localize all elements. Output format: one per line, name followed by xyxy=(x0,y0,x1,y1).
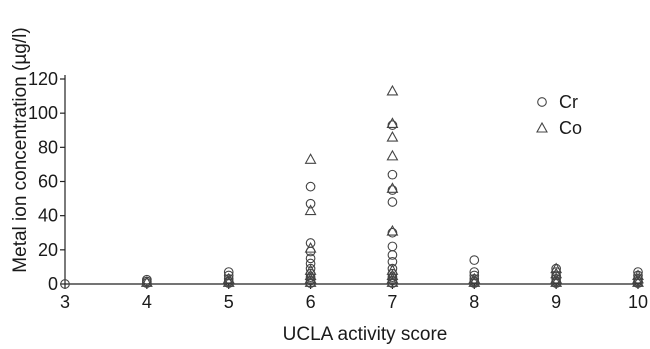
data-point-cr xyxy=(387,241,398,252)
data-point-cr xyxy=(305,198,316,209)
legend-label: Co xyxy=(559,118,582,138)
data-point-cr xyxy=(60,279,70,289)
data-point-co xyxy=(222,276,235,287)
y-tick-label: 120 xyxy=(28,69,58,89)
legend-label: Cr xyxy=(559,92,578,112)
data-point-cr xyxy=(469,255,480,265)
x-tick-label: 4 xyxy=(142,292,152,312)
data-point-co xyxy=(304,269,317,281)
data-point-co xyxy=(304,264,317,275)
y-axis-title: Metal ion concentration (µg/l) xyxy=(10,27,31,272)
data-point-co xyxy=(304,204,317,216)
legend: Cr Co xyxy=(536,92,582,138)
x-tick-label: 5 xyxy=(224,292,234,312)
data-point-co xyxy=(386,130,399,142)
data-point-co xyxy=(386,84,399,96)
data-point-cr xyxy=(142,274,152,285)
x-axis: 3 4 5 6 7 8 9 10 xyxy=(60,283,648,312)
x-tick-label: 3 xyxy=(60,292,70,312)
x-tick-label: 9 xyxy=(551,292,561,312)
x-tick-label: 10 xyxy=(628,292,648,312)
data-point-cr xyxy=(387,120,398,130)
y-tick-label: 100 xyxy=(28,103,58,123)
y-tick-label: 60 xyxy=(38,172,58,192)
data-point-co xyxy=(550,276,563,287)
data-point-cr xyxy=(305,253,316,264)
data-point-cr xyxy=(223,270,234,281)
legend-marker-co xyxy=(536,121,548,133)
y-tick-label: 0 xyxy=(48,274,58,294)
data-point-cr xyxy=(387,185,398,195)
data-point-cr xyxy=(387,169,398,180)
data-point-co xyxy=(386,276,399,287)
data-point-co xyxy=(386,182,399,193)
data-point-co xyxy=(304,153,317,164)
data-point-co xyxy=(632,276,644,287)
x-tick-label: 6 xyxy=(306,292,316,312)
y-tick-label: 40 xyxy=(38,206,58,226)
data-point-co xyxy=(550,267,563,279)
data-point-cr xyxy=(387,197,398,207)
data-point-co xyxy=(386,272,399,284)
data-point-co xyxy=(304,272,317,284)
data-point-co xyxy=(386,117,399,128)
x-axis-title: UCLA activity score xyxy=(283,324,448,345)
data-point-cr xyxy=(387,227,398,238)
y-axis: 0 20 40 60 80 100 120 xyxy=(28,69,66,294)
data-point-co xyxy=(468,276,481,287)
data-point-cr xyxy=(305,258,316,269)
data-point-co xyxy=(386,224,399,236)
data-point-co xyxy=(632,269,644,281)
x-tick-label: 8 xyxy=(469,292,479,312)
data-point-co xyxy=(468,272,481,284)
data-points xyxy=(60,84,644,289)
y-tick-label: 20 xyxy=(38,240,58,260)
data-point-co xyxy=(550,262,563,274)
data-point-co xyxy=(386,264,399,275)
data-point-co xyxy=(222,272,235,284)
data-point-cr xyxy=(469,270,480,281)
data-point-cr xyxy=(305,181,316,192)
x-tick-label: 7 xyxy=(387,292,397,312)
data-point-co xyxy=(550,272,563,284)
data-point-co xyxy=(632,272,644,284)
y-tick-label: 80 xyxy=(38,137,58,157)
legend-marker-cr xyxy=(537,97,547,107)
data-point-co xyxy=(304,276,317,287)
data-point-co xyxy=(140,276,153,287)
data-point-co xyxy=(304,241,317,253)
data-point-co xyxy=(386,149,399,161)
data-point-cr xyxy=(305,238,316,248)
data-point-co xyxy=(386,269,399,281)
